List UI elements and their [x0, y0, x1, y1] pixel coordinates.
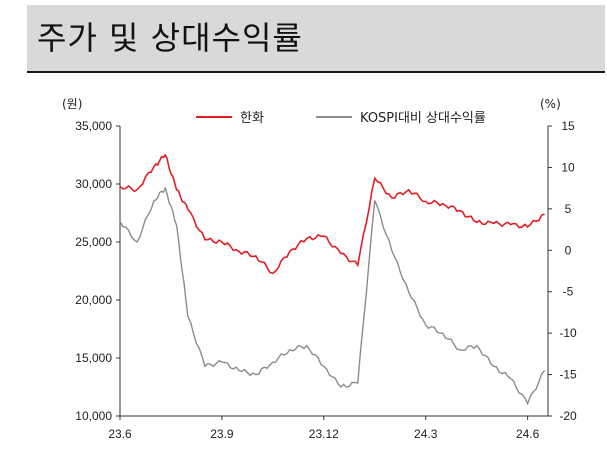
y-left-tick-label: 35,000 — [75, 119, 112, 133]
y-right-tick-label: 0 — [565, 243, 572, 257]
title-bar: 주가 및 상대수익률 — [27, 5, 605, 73]
y-left-unit: (원) — [62, 97, 82, 111]
tick-labels: 35,000 30,000 25,000 20,000 15,000 10,000 15 10… — [62, 97, 577, 441]
page-title: 주가 및 상대수익률 — [37, 19, 303, 57]
x-tick-label: 23.12 — [309, 427, 339, 441]
y-left-tick-label: 10,000 — [75, 409, 112, 423]
y-left-tick-label: 25,000 — [75, 235, 112, 249]
axes — [116, 125, 552, 420]
y-right-tick-label: 10 — [561, 160, 575, 174]
y-right-tick-label: -15 — [559, 368, 577, 382]
y-right-tick-label: -5 — [563, 285, 574, 299]
series-line-hanwha — [119, 153, 545, 275]
series-line-relative-return — [119, 186, 546, 406]
x-tick-label: 24.6 — [516, 427, 540, 441]
series-lines — [119, 153, 546, 406]
legend-label: 한화 — [240, 111, 264, 126]
y-right-unit: (%) — [540, 97, 561, 111]
y-right-tick-label: 5 — [565, 202, 572, 216]
y-right-tick-label: 15 — [561, 119, 575, 133]
legend-label: KOSPI대비 상대수익률 — [360, 111, 486, 126]
y-right-tick-label: -10 — [559, 326, 577, 340]
y-right-tick-label: -20 — [559, 409, 577, 423]
y-left-tick-label: 15,000 — [75, 351, 112, 365]
x-tick-label: 23.9 — [210, 427, 234, 441]
legend: 한화 KOSPI대비 상대수익률 — [196, 111, 486, 126]
y-left-tick-label: 20,000 — [75, 293, 112, 307]
x-tick-label: 24.3 — [414, 427, 438, 441]
x-tick-label: 23.6 — [108, 427, 132, 441]
y-left-tick-label: 30,000 — [75, 177, 112, 191]
